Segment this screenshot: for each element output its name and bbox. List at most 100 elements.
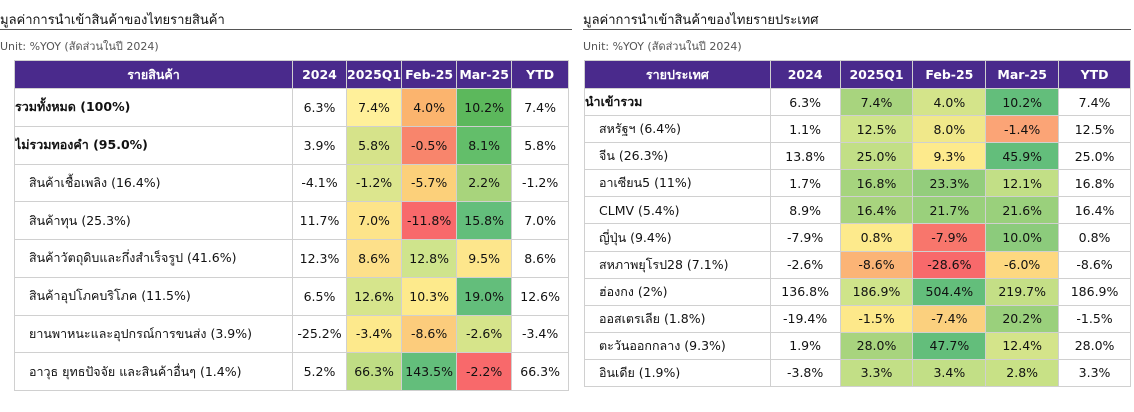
value-cell: 12.6% <box>511 276 570 316</box>
value-cell: 2.2% <box>456 163 513 203</box>
value-cell: 7.0% <box>511 201 570 240</box>
value-cell: 4.0% <box>401 88 458 127</box>
value-cell: 7.4% <box>511 88 570 127</box>
value-cell: 7.4% <box>839 87 914 117</box>
value-cell: 15.8% <box>456 201 513 240</box>
table-row: สหภาพยุโรป28 (7.1%) -2.6% -8.6% -28.6% -6.0%… <box>584 250 1131 279</box>
value-cell: -4.1% <box>292 163 347 203</box>
left-panel-unit: Unit: %YOY (สัดส่วนในปี 2024) <box>0 40 159 53</box>
row-label: ตะวันออกกลาง (9.3%) <box>584 331 771 360</box>
value-cell: 12.5% <box>839 115 914 144</box>
value-cell: 8.6% <box>511 239 570 278</box>
value-cell: 8.6% <box>345 239 403 278</box>
value-cell: -1.5% <box>839 304 914 333</box>
value-cell: 12.1% <box>985 169 1060 198</box>
value-cell: 3.3% <box>1058 358 1131 388</box>
value-cell: 10.3% <box>401 276 458 316</box>
value-cell: -3.8% <box>769 358 841 388</box>
value-cell: -3.4% <box>511 314 570 354</box>
left-header-4: Mar-25 <box>456 60 513 89</box>
value-cell: -28.6% <box>912 250 987 279</box>
value-cell: -25.2% <box>292 314 347 354</box>
table-row: สหรัฐฯ (6.4%) 1.1% 12.5% 8.0% -1.4% 12.5% <box>584 115 1131 144</box>
value-cell: -1.2% <box>345 163 403 203</box>
table-row: ญี่ปุ่น (9.4%) -7.9% 0.8% -7.9% 10.0% 0.8% <box>584 223 1131 252</box>
value-cell: 0.8% <box>839 223 914 252</box>
table-row: ไม่รวมทองคำ (95.0%) 3.9% 5.8% -0.5% 8.1% 5.8% <box>14 125 570 165</box>
right-title-rule <box>583 29 1131 30</box>
value-cell: 21.7% <box>912 196 987 225</box>
left-header-3: Feb-25 <box>401 60 458 89</box>
table-row: รวมทั้งหมด (100%) 6.3% 7.4% 4.0% 10.2% 7.4% <box>14 88 570 127</box>
value-cell: 16.8% <box>839 169 914 198</box>
row-label: ฮ่องกง (2%) <box>584 277 771 306</box>
right-panel-unit: Unit: %YOY (สัดส่วนในปี 2024) <box>583 40 742 53</box>
value-cell: -6.0% <box>985 250 1060 279</box>
table-row: ฮ่องกง (2%) 136.8% 186.9% 504.4% 219.7% 186.9… <box>584 277 1131 306</box>
value-cell: 45.9% <box>985 142 1060 171</box>
value-cell: 10.0% <box>985 223 1060 252</box>
value-cell: 28.0% <box>1058 331 1131 360</box>
value-cell: 7.4% <box>1058 87 1131 117</box>
row-label: CLMV (5.4%) <box>584 196 771 225</box>
row-label: รวมทั้งหมด (100%) <box>14 88 293 127</box>
value-cell: 3.9% <box>292 125 347 165</box>
value-cell: 5.8% <box>345 125 403 165</box>
value-cell: 5.2% <box>292 352 347 391</box>
row-label: ไม่รวมทองคำ (95.0%) <box>14 125 293 165</box>
value-cell: 3.4% <box>912 358 987 388</box>
import-by-country-table: รายประเทศ 2024 2025Q1 Feb-25 Mar-25 YTD นำเข้… <box>584 60 1131 388</box>
value-cell: 1.7% <box>769 169 841 198</box>
value-cell: 6.3% <box>292 88 347 127</box>
table-row: สินค้าวัตถุดิบและกึ่งสำเร็จรูป (41.6%) 12… <box>14 239 570 278</box>
value-cell: -7.4% <box>912 304 987 333</box>
value-cell: 10.2% <box>985 87 1060 117</box>
value-cell: -5.7% <box>401 163 458 203</box>
value-cell: 5.8% <box>511 125 570 165</box>
value-cell: -1.4% <box>985 115 1060 144</box>
value-cell: 16.8% <box>1058 169 1131 198</box>
row-label: จีน (26.3%) <box>584 142 771 171</box>
row-label: สินค้าเชื้อเพลิง (16.4%) <box>14 163 293 203</box>
row-label: สินค้าวัตถุดิบและกึ่งสำเร็จรูป (41.6%) <box>14 239 293 278</box>
value-cell: 25.0% <box>839 142 914 171</box>
table-row: ออสเตรเลีย (1.8%) -19.4% -1.5% -7.4% 20.2% -1… <box>584 304 1131 333</box>
value-cell: -7.9% <box>769 223 841 252</box>
value-cell: -7.9% <box>912 223 987 252</box>
table-row: สินค้าอุปโภคบริโภค (11.5%) 6.5% 12.6% 10.3%… <box>14 276 570 316</box>
value-cell: 12.5% <box>1058 115 1131 144</box>
row-label: อาเซียน5 (11%) <box>584 169 771 198</box>
table-row: อาเซียน5 (11%) 1.7% 16.8% 23.3% 12.1% 16.8% <box>584 169 1131 198</box>
row-label: สหภาพยุโรป28 (7.1%) <box>584 250 771 279</box>
table-row: อาวุธ ยุทธปัจจัย และสินค้าอื่นๆ (1.4%) 5.… <box>14 352 570 391</box>
table-row: อินเดีย (1.9%) -3.8% 3.3% 3.4% 2.8% 3.3% <box>584 358 1131 388</box>
right-header-4: Mar-25 <box>985 60 1060 89</box>
value-cell: 136.8% <box>769 277 841 306</box>
value-cell: -0.5% <box>401 125 458 165</box>
value-cell: 6.3% <box>769 87 841 117</box>
right-panel-title: มูลค่าการนำเข้าสินค้าของไทยรายประเทศ <box>583 13 819 28</box>
value-cell: 12.8% <box>401 239 458 278</box>
import-by-product-table: รายสินค้า 2024 2025Q1 Feb-25 Mar-25 YTD รวมทั… <box>14 60 570 391</box>
left-header-5: YTD <box>511 60 570 89</box>
value-cell: 143.5% <box>401 352 458 391</box>
value-cell: -8.6% <box>401 314 458 354</box>
left-panel-title: มูลค่าการนำเข้าสินค้าของไทยรายสินค้า <box>0 13 225 28</box>
value-cell: 23.3% <box>912 169 987 198</box>
value-cell: -3.4% <box>345 314 403 354</box>
right-header-3: Feb-25 <box>912 60 987 89</box>
table-row: สินค้าทุน (25.3%) 11.7% 7.0% -11.8% 15.8% 7.0… <box>14 201 570 240</box>
value-cell: 25.0% <box>1058 142 1131 171</box>
row-label: สินค้าอุปโภคบริโภค (11.5%) <box>14 276 293 316</box>
right-header-5: YTD <box>1058 60 1131 89</box>
right-header-row: รายประเทศ 2024 2025Q1 Feb-25 Mar-25 YTD <box>584 60 1131 89</box>
row-label: อาวุธ ยุทธปัจจัย และสินค้าอื่นๆ (1.4%) <box>14 352 293 391</box>
value-cell: 19.0% <box>456 276 513 316</box>
value-cell: 8.1% <box>456 125 513 165</box>
value-cell: 3.3% <box>839 358 914 388</box>
value-cell: 11.7% <box>292 201 347 240</box>
value-cell: 16.4% <box>1058 196 1131 225</box>
table-row: นำเข้ารวม 6.3% 7.4% 4.0% 10.2% 7.4% <box>584 87 1131 117</box>
right-header-1: 2024 <box>769 60 841 89</box>
row-label: นำเข้ารวม <box>584 87 771 117</box>
